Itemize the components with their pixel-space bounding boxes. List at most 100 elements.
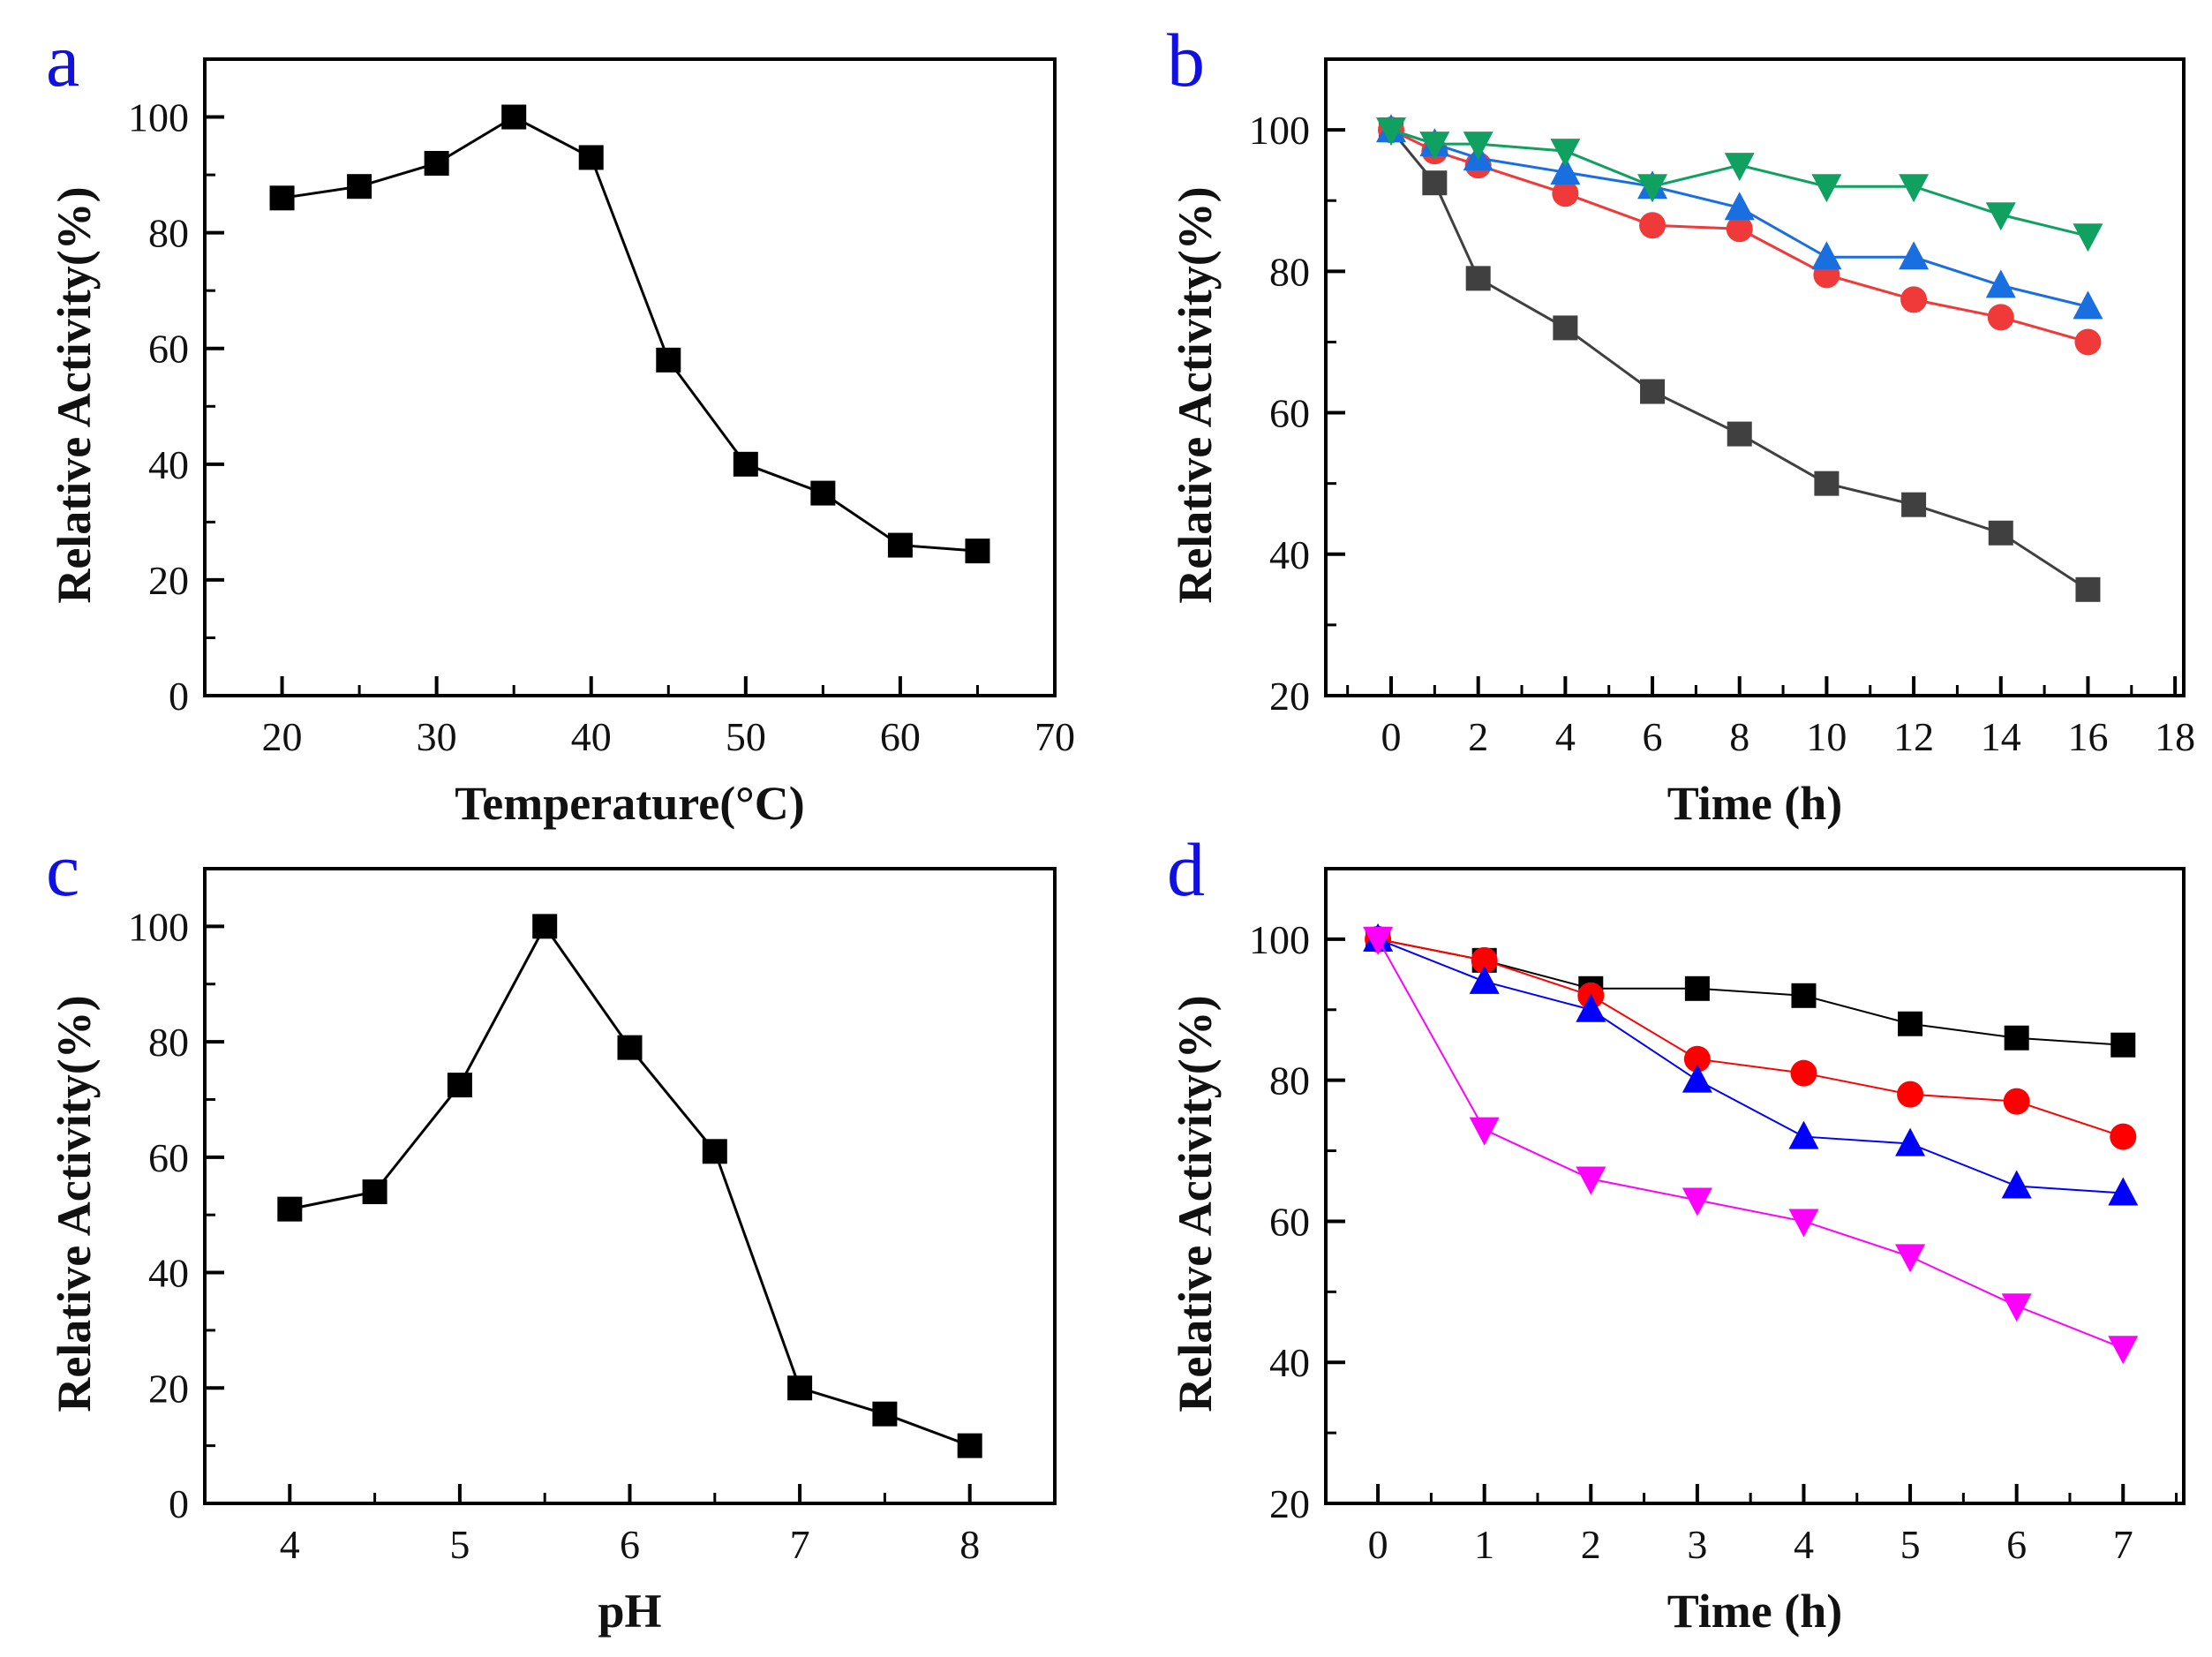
y-tick-label: 80 bbox=[148, 211, 189, 256]
x-tick-label: 10 bbox=[1806, 714, 1847, 759]
x-tick-label: 4 bbox=[280, 1522, 300, 1567]
data-point-square bbox=[1422, 170, 1448, 196]
data-point-square bbox=[733, 451, 758, 477]
series-black bbox=[1379, 117, 2101, 602]
y-axis-label: Relative Activity(%) bbox=[1169, 995, 1222, 1412]
series-green bbox=[1376, 117, 2103, 252]
x-axis-label: pH bbox=[598, 1585, 661, 1638]
data-point-triangle-down bbox=[1895, 1244, 1926, 1273]
data-point-triangle-up bbox=[1682, 1064, 1712, 1093]
data-point-triangle-down bbox=[1985, 202, 2016, 231]
y-tick-label: 0 bbox=[169, 674, 189, 719]
series-line bbox=[290, 923, 971, 1448]
data-point-triangle-down bbox=[1419, 132, 1450, 161]
data-point-square bbox=[656, 347, 681, 373]
x-tick-label: 8 bbox=[1729, 714, 1749, 759]
data-point-circle bbox=[1471, 946, 1498, 974]
data-point-triangle-down bbox=[1376, 117, 1407, 147]
data-point-triangle-up bbox=[1811, 241, 1842, 270]
series-line bbox=[282, 115, 978, 553]
x-tick-label: 18 bbox=[2155, 714, 2195, 759]
x-tick-label: 7 bbox=[790, 1522, 810, 1567]
y-tick-label: 80 bbox=[1269, 1058, 1310, 1103]
data-point-triangle-up bbox=[1550, 156, 1581, 185]
y-tick-label: 100 bbox=[128, 95, 189, 140]
data-point-square bbox=[347, 174, 372, 200]
x-tick-label: 16 bbox=[2067, 714, 2108, 759]
y-tick-label: 40 bbox=[1269, 532, 1310, 577]
y-tick-label: 40 bbox=[148, 1251, 189, 1296]
panel-d: d 0 1 2 3 4 5 6 7 20 40 60 80 100 Time (h) Relative Act… bbox=[1167, 827, 2186, 1638]
data-point-square bbox=[501, 104, 527, 130]
y-tick-label: 20 bbox=[148, 558, 189, 603]
x-axis-label: Time (h) bbox=[1667, 1585, 1843, 1638]
data-point-triangle-down bbox=[1463, 132, 1493, 161]
series-activity bbox=[277, 914, 982, 1458]
y-tick-label: 60 bbox=[148, 1135, 189, 1180]
data-point-circle bbox=[2110, 1123, 2137, 1150]
series-line bbox=[1377, 938, 2124, 1350]
data-point-square bbox=[2004, 1025, 2029, 1051]
plot-frame bbox=[1324, 867, 2186, 1505]
panel-letter: b bbox=[1167, 18, 1205, 102]
data-point-square bbox=[872, 1401, 898, 1427]
x-tick-label: 50 bbox=[726, 714, 766, 759]
data-point-square bbox=[1684, 975, 1710, 1001]
x-tick-label: 6 bbox=[1643, 714, 1663, 759]
data-point-triangle-up bbox=[1724, 192, 1755, 221]
x-tick-label: 60 bbox=[880, 714, 921, 759]
x-tick-label: 0 bbox=[1381, 714, 1402, 759]
series-line bbox=[1377, 938, 2124, 1138]
data-point-circle bbox=[1897, 1081, 1924, 1108]
x-tick-label: 1 bbox=[1474, 1522, 1494, 1567]
y-tick-label: 0 bbox=[169, 1481, 189, 1526]
series-line bbox=[1390, 128, 2088, 308]
data-point-square bbox=[1898, 1011, 1923, 1036]
data-point-square bbox=[887, 532, 913, 558]
x-tick-label: 70 bbox=[1035, 714, 1075, 759]
data-point-triangle-down bbox=[1788, 1209, 1819, 1238]
data-point-circle bbox=[2003, 1088, 2030, 1115]
series-line bbox=[1389, 129, 2089, 591]
y-tick-label: 20 bbox=[1269, 1481, 1310, 1526]
x-tick-label: 40 bbox=[571, 714, 612, 759]
y-tick-label: 100 bbox=[1249, 917, 1310, 962]
plot-frame bbox=[203, 57, 1057, 697]
y-tick-label: 80 bbox=[148, 1020, 189, 1065]
data-point-square bbox=[957, 1433, 982, 1458]
data-point-triangle-up bbox=[1576, 993, 1606, 1022]
data-point-triangle-up bbox=[1985, 269, 2016, 298]
panel-letter: a bbox=[46, 18, 79, 102]
data-point-triangle-down bbox=[1899, 174, 1930, 203]
x-tick-label: 5 bbox=[449, 1522, 470, 1567]
y-axis-label: Relative Activity(%) bbox=[1169, 186, 1222, 603]
data-point-square bbox=[787, 1375, 813, 1401]
x-tick-label: 7 bbox=[2113, 1522, 2133, 1567]
x-tick-label: 12 bbox=[1893, 714, 1934, 759]
data-point-square bbox=[447, 1073, 472, 1098]
y-tick-label: 60 bbox=[1269, 391, 1310, 436]
data-point-triangle-down bbox=[2001, 1293, 2032, 1322]
data-point-triangle-down bbox=[2108, 1336, 2139, 1365]
x-tick-label: 2 bbox=[1468, 714, 1488, 759]
series-line bbox=[1377, 938, 2124, 1046]
x-tick-label: 3 bbox=[1687, 1522, 1707, 1567]
data-point-square bbox=[1465, 266, 1491, 291]
x-tick-label: 0 bbox=[1368, 1522, 1388, 1567]
y-tick-label: 100 bbox=[128, 904, 189, 949]
y-tick-label: 60 bbox=[1269, 1199, 1310, 1244]
y-tick-label: 80 bbox=[1269, 249, 1310, 294]
panel-b: b 0 2 4 6 8 10 12 14 16 18 20 40 60 80 100 Time (h) Relat… bbox=[1167, 18, 2195, 830]
data-point-square bbox=[1640, 379, 1666, 404]
data-point-circle bbox=[1726, 215, 1753, 243]
data-point-triangle-up bbox=[2001, 1170, 2032, 1199]
x-tick-label: 4 bbox=[1555, 714, 1576, 759]
data-point-square bbox=[965, 539, 990, 564]
panel-letter: d bbox=[1167, 827, 1205, 912]
y-tick-label: 20 bbox=[148, 1366, 189, 1411]
y-axis-label: Relative Activity(%) bbox=[48, 186, 101, 603]
data-point-square bbox=[578, 145, 604, 170]
data-point-circle bbox=[2074, 328, 2102, 356]
y-tick-label: 60 bbox=[148, 327, 189, 372]
plot-frame bbox=[203, 867, 1057, 1505]
